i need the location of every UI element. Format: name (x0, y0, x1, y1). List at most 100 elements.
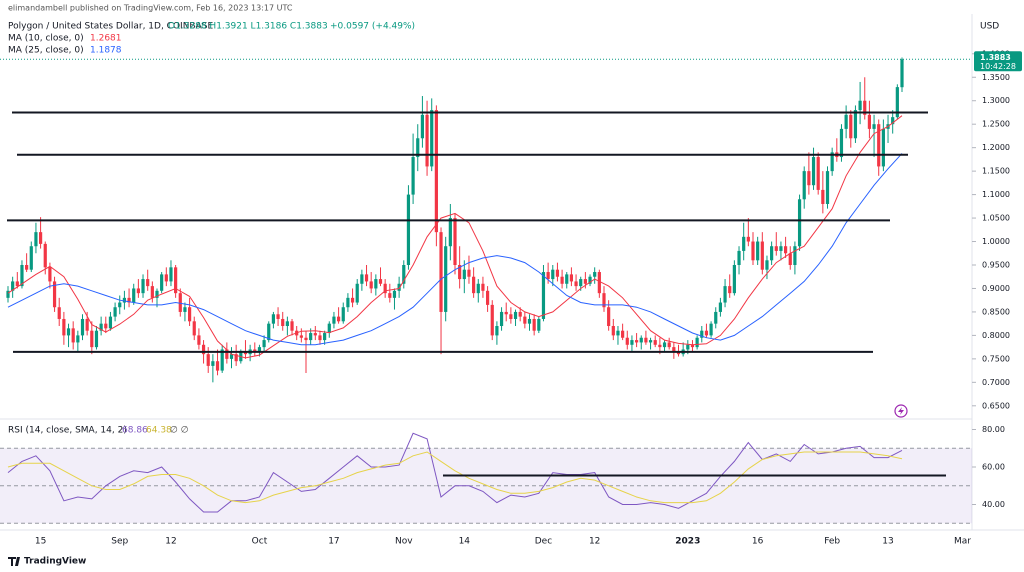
candle-body (825, 171, 830, 204)
y-tick-label: 1.2000 (982, 143, 1010, 152)
candle-body (844, 114, 848, 129)
candle-body (653, 340, 657, 345)
candle-body (644, 337, 648, 343)
rsi-extra: ∅ ∅ (170, 426, 189, 436)
candle-body (462, 269, 466, 280)
candle-body (481, 283, 485, 291)
last-price-badge (974, 51, 1022, 72)
candle-body (485, 290, 490, 305)
candle-body (742, 236, 746, 251)
candle-body (104, 323, 108, 329)
candle-body (667, 342, 671, 348)
rsi-line (7, 432, 903, 513)
candle-body (192, 321, 196, 336)
candle-body (783, 246, 788, 254)
candle-body (420, 114, 425, 139)
candle-body (397, 283, 401, 291)
candle-body (174, 267, 178, 294)
x-tick-label: Sep (111, 537, 128, 547)
candle-body (118, 302, 122, 308)
candle-body (523, 316, 527, 324)
candle-body (849, 114, 853, 139)
candle-body (765, 260, 769, 270)
ma25-value: 1.1878 (90, 46, 122, 56)
candle-body (858, 100, 862, 111)
candle-body (686, 344, 690, 350)
candle-body (411, 157, 415, 195)
candle-body (881, 128, 885, 167)
candle-body (434, 110, 438, 233)
candle-body (546, 272, 550, 280)
x-tick-label: Nov (395, 537, 413, 547)
x-tick-label: 12 (589, 537, 600, 547)
candle-body (25, 264, 29, 270)
candle-body (676, 351, 681, 355)
y-tick-label: 0.7500 (982, 354, 1010, 363)
candle-body (355, 283, 359, 303)
rsi-line (7, 451, 903, 504)
x-tick-label: 15 (35, 537, 46, 547)
y-tick-label: 0.8500 (982, 307, 1010, 316)
y-tick-label: 0.8000 (982, 331, 1010, 340)
rsi-y-tick-label: 60.00 (982, 463, 1005, 472)
candle-body (648, 340, 653, 343)
candle-body (718, 302, 723, 312)
candle-body (211, 361, 215, 366)
candle-body (639, 337, 643, 343)
candle-body (416, 138, 420, 158)
candle-body (15, 281, 19, 287)
ma10-value: 1.2681 (90, 34, 122, 44)
candle-body (374, 279, 378, 289)
candle-body (458, 264, 462, 280)
candle-body (369, 281, 373, 289)
candle-body (444, 246, 448, 312)
y-tick-label: 0.9000 (982, 284, 1010, 293)
candle-body (770, 246, 774, 261)
candle-body (746, 236, 750, 242)
candle-body (495, 326, 499, 336)
candle-body (779, 246, 783, 251)
candle-body (821, 189, 825, 204)
candle-body (537, 318, 541, 331)
y-tick-label: 0.6500 (982, 401, 1010, 410)
candle-body (346, 297, 350, 308)
candle-body (634, 340, 639, 343)
publisher: elimandambell published on TradingView.c… (8, 4, 293, 13)
x-tick-label: 13 (882, 537, 893, 547)
candle-body (802, 171, 806, 200)
candle-body (439, 232, 443, 312)
candle-body (38, 232, 43, 244)
candle-body (509, 314, 513, 319)
candle-body (155, 290, 159, 298)
candle-body (201, 344, 206, 355)
candle-body (714, 311, 718, 324)
candle-body (430, 110, 434, 167)
candle-body (607, 307, 611, 327)
candle-body (90, 330, 94, 348)
candle-body (872, 124, 876, 129)
candle-body (257, 347, 262, 352)
candle-body (877, 124, 881, 167)
ohlc: O1.3288 H1.3921 L1.3186 C1.3883 (168, 22, 328, 32)
candle-body (225, 349, 229, 359)
y-tick-label: 1.3000 (982, 96, 1010, 105)
candle-body (243, 351, 248, 355)
candle-body (751, 241, 755, 261)
candle-body (52, 281, 57, 308)
candle-body (690, 344, 695, 348)
candle-body (723, 286, 727, 303)
candle-body (285, 321, 289, 327)
y-tick-label: 1.0000 (982, 237, 1010, 246)
x-tick-label: Dec (535, 537, 552, 547)
candle-body (593, 272, 597, 277)
candle-body (760, 241, 764, 270)
candle-body (178, 293, 182, 312)
event-icon[interactable] (894, 404, 908, 418)
candle-body (127, 297, 131, 303)
candle-body (793, 246, 797, 265)
y-tick-label: 0.9500 (982, 260, 1010, 269)
candle-body (169, 267, 173, 282)
candle-body (350, 297, 355, 303)
rsi-y-tick-label: 80.00 (982, 425, 1005, 434)
candle-body (513, 311, 518, 319)
